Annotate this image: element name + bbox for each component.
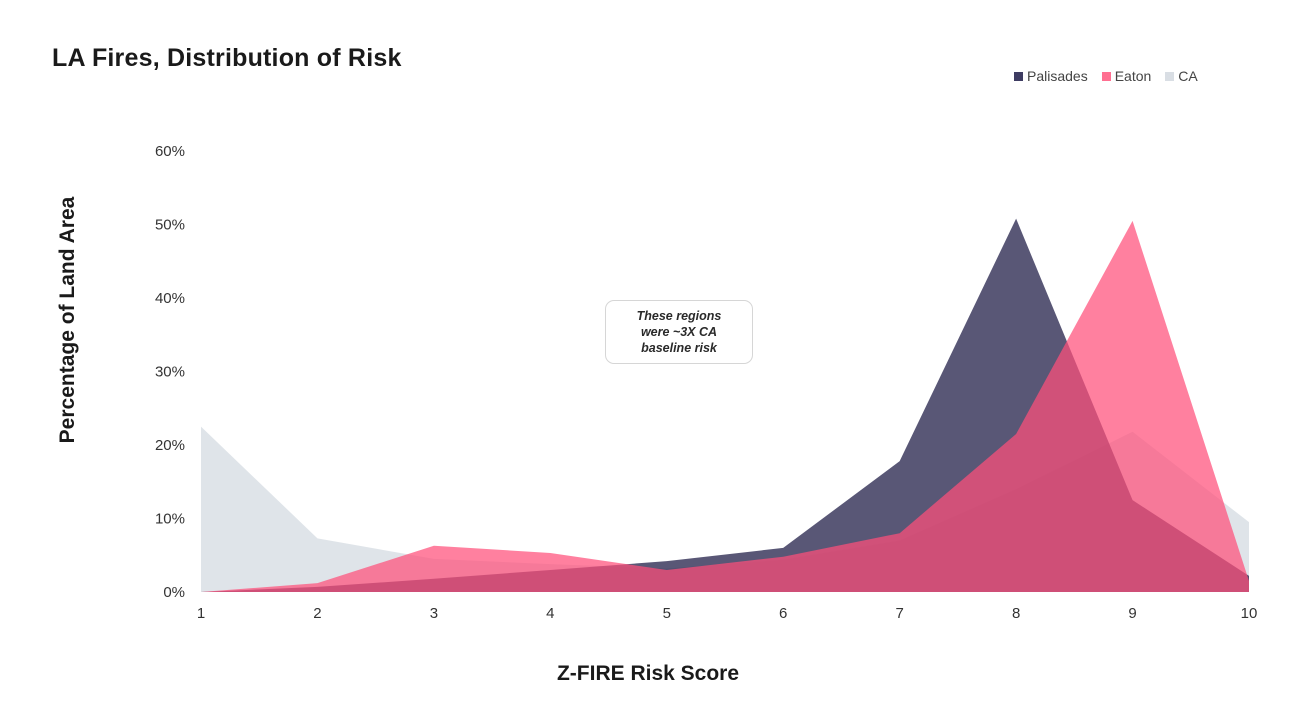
series-areas: [201, 218, 1249, 592]
x-tick-label: 4: [546, 605, 554, 622]
x-axis-ticks: 1 2 3 4 5 6 7 8 9 10: [197, 605, 1258, 622]
x-axis-title: Z-FIRE Risk Score: [556, 662, 740, 685]
chart-title: LA Fires, Distribution of Risk: [52, 44, 402, 72]
x-tick-label: 9: [1128, 605, 1136, 622]
y-tick-label: 10%: [155, 511, 185, 528]
x-tick-label: 1: [197, 605, 205, 622]
x-tick-label: 2: [313, 605, 321, 622]
legend-label-eaton: Eaton: [1114, 68, 1152, 84]
y-tick-label: 0%: [163, 584, 185, 601]
annotation-text: These regions were ~3X CA baseline risk: [636, 309, 722, 355]
legend-label-ca: CA: [1178, 68, 1198, 84]
x-tick-label: 8: [1012, 605, 1020, 622]
legend-swatch-palisades: [1014, 71, 1023, 81]
y-axis-ticks: 0% 10% 20% 30% 40% 50% 60%: [155, 143, 185, 601]
legend-swatch-ca: [1165, 71, 1175, 81]
x-tick-label: 6: [779, 605, 787, 622]
annotation-callout: These regions were ~3X CA baseline risk: [605, 300, 753, 364]
x-tick-label: 10: [1241, 605, 1258, 622]
y-tick-label: 50%: [155, 217, 185, 234]
y-tick-label: 20%: [155, 437, 185, 454]
y-tick-label: 40%: [155, 290, 185, 307]
y-axis-title: Percentage of Land Area: [56, 196, 79, 444]
legend-item-palisades: Palisades: [1014, 68, 1088, 84]
series-area-eaton: [201, 220, 1249, 592]
legend-item-eaton: Eaton: [1101, 68, 1152, 84]
x-tick-label: 7: [895, 605, 903, 622]
legend-item-ca: CA: [1165, 68, 1198, 84]
legend-label-palisades: Palisades: [1027, 68, 1088, 84]
x-tick-label: 3: [430, 605, 438, 622]
chart-legend: Palisades Eaton CA: [1014, 68, 1198, 84]
y-tick-label: 30%: [155, 364, 185, 381]
legend-swatch-eaton: [1101, 71, 1111, 81]
y-tick-label: 60%: [155, 143, 185, 160]
x-tick-label: 5: [663, 605, 671, 622]
